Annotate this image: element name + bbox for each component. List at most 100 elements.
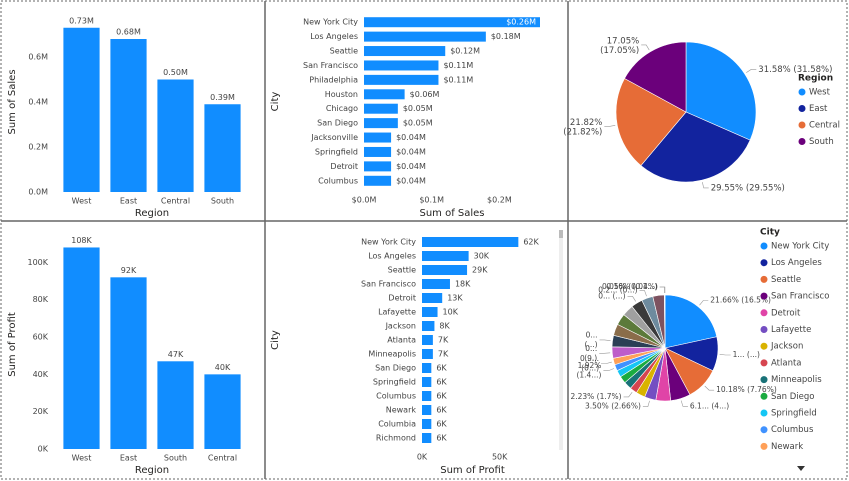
- data-label: 0.50M: [163, 68, 188, 77]
- legend-marker: [760, 392, 768, 400]
- y-tick-label: San Diego: [375, 364, 416, 373]
- x-tick-label: East: [120, 197, 137, 206]
- y-tick-label: Seattle: [388, 266, 416, 275]
- y-tick-label: Detroit: [330, 162, 358, 171]
- data-label: $0.04M: [396, 162, 426, 171]
- legend-marker: [798, 105, 806, 112]
- data-label: 13K: [447, 294, 463, 303]
- leader-line: [699, 300, 709, 306]
- data-label: 7K: [438, 336, 449, 345]
- data-label: 62K: [523, 238, 539, 247]
- data-label: 6K: [436, 364, 447, 373]
- data-label: 6K: [436, 392, 447, 401]
- y-tick-label: Columbus: [318, 176, 358, 185]
- data-label: 1... (...): [733, 350, 760, 359]
- y-tick-label: 0.4M: [28, 98, 48, 107]
- data-label: $0.05M: [403, 119, 433, 128]
- data-label: 1.92% (1.4...): [576, 361, 601, 380]
- legend-label: Atlanta: [771, 358, 802, 368]
- legend-label: East: [809, 104, 828, 114]
- bar: [110, 277, 147, 449]
- x-axis-title: Sum of Sales: [419, 208, 484, 219]
- legend-label: Central: [809, 121, 840, 131]
- data-label: $0.12M: [450, 47, 480, 56]
- y-axis-title: Sum of Profit: [7, 312, 18, 377]
- legend-marker: [760, 409, 768, 417]
- label-line: (21.82%): [563, 127, 602, 137]
- data-label: 29K: [472, 266, 488, 275]
- data-label: $0.04M: [396, 147, 426, 156]
- x-tick-label: 0K: [417, 453, 428, 462]
- y-tick-label: Newark: [386, 406, 417, 415]
- legend-marker: [798, 138, 806, 145]
- legend-label: New York City: [771, 242, 829, 252]
- y-tick-label: Houston: [325, 90, 358, 99]
- bar: [204, 374, 241, 449]
- legend-marker: [760, 292, 768, 300]
- bar: [422, 237, 519, 247]
- label-line: 0.9...: [580, 354, 599, 363]
- x-axis-title: Region: [135, 465, 169, 476]
- x-tick-label: West: [72, 454, 92, 463]
- legend-marker: [760, 242, 768, 250]
- y-tick-label: Philadelphia: [309, 75, 358, 84]
- x-tick-label: Central: [161, 197, 190, 206]
- bar: [422, 293, 443, 303]
- leader-line: [680, 400, 688, 407]
- bar: [364, 60, 439, 71]
- bar: [422, 391, 432, 401]
- data-label: 0.68M: [116, 28, 141, 37]
- bar: [422, 377, 432, 387]
- label-line: 0...: [586, 330, 598, 339]
- scroll-thumb[interactable]: [559, 230, 563, 238]
- legend-marker: [760, 442, 768, 450]
- legend-label: Columbus: [771, 425, 814, 435]
- data-label: 40K: [215, 363, 231, 372]
- leader-line: [604, 125, 616, 127]
- data-label: $0.11M: [443, 61, 473, 70]
- scrollbar[interactable]: [559, 230, 563, 450]
- y-tick-label: Jackson: [385, 322, 416, 331]
- data-label: $0.06M: [410, 90, 440, 99]
- data-label: $0.18M: [491, 32, 521, 41]
- legend-label: Jackson: [770, 342, 803, 352]
- bar: [364, 103, 398, 114]
- bar: [364, 17, 540, 28]
- y-axis-title: City: [270, 330, 281, 350]
- legend-marker: [760, 309, 768, 317]
- bar: [364, 146, 392, 157]
- y-tick-label: 40K: [33, 370, 49, 379]
- legend-label: Minneapolis: [771, 375, 822, 385]
- y-tick-label: Springfield: [373, 378, 416, 387]
- x-tick-label: East: [120, 454, 137, 463]
- leader-line: [603, 368, 615, 372]
- y-tick-label: Minneapolis: [368, 350, 416, 359]
- legend-label: Lafayette: [771, 325, 811, 335]
- legend-marker: [760, 259, 768, 267]
- bar: [157, 79, 194, 192]
- data-label: 6K: [436, 420, 447, 429]
- y-tick-label: San Francisco: [361, 280, 416, 289]
- leader-line: [719, 354, 731, 356]
- bar: [422, 251, 469, 261]
- bar: [364, 118, 398, 129]
- pie-slice: [615, 78, 687, 166]
- leader-line: [704, 385, 715, 391]
- legend-label: South: [809, 137, 834, 147]
- y-axis-title: City: [270, 92, 281, 112]
- bar: [364, 132, 392, 143]
- x-axis-title: Region: [135, 208, 169, 219]
- data-label: $0.05M: [403, 104, 433, 113]
- y-tick-label: 0K: [38, 445, 49, 454]
- bar: [204, 104, 241, 192]
- label-line: (1.4...): [576, 371, 601, 380]
- legend-scroll-arrow[interactable]: [797, 466, 805, 471]
- label-line: (17.05%): [600, 45, 639, 55]
- y-tick-label: 80K: [33, 295, 49, 304]
- y-tick-label: Springfield: [315, 147, 358, 156]
- legend-label: Seattle: [771, 275, 801, 285]
- data-label: 10K: [443, 308, 459, 317]
- data-label: 6K: [436, 378, 447, 387]
